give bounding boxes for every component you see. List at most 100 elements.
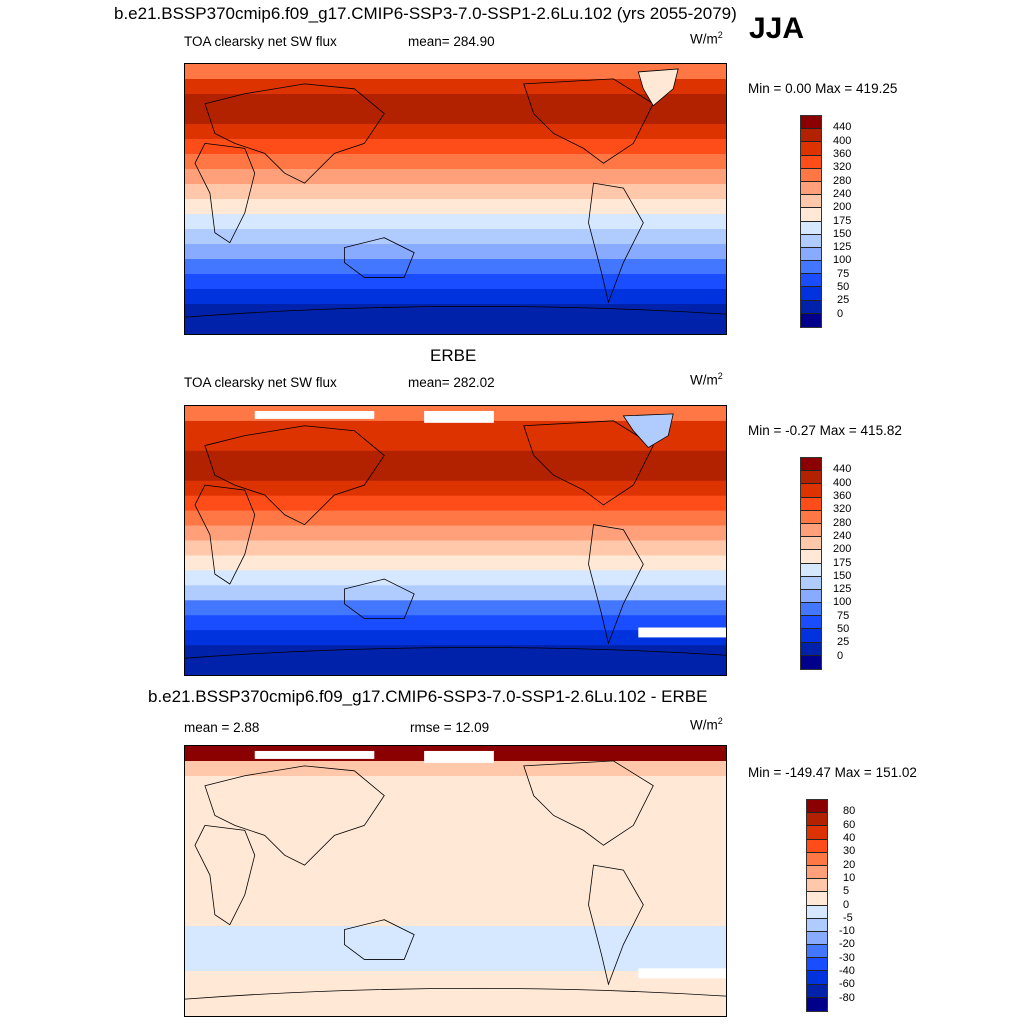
colorbar-tick-label: 10 (843, 871, 856, 884)
colorbar-swatch (801, 471, 821, 485)
mean-label: mean = 2.88 (184, 720, 260, 735)
colorbar-tick-label: 320 (833, 161, 852, 174)
colorbar-swatch (801, 313, 821, 327)
colorbar-tick-label: -40 (839, 965, 855, 978)
zonal-band (185, 600, 726, 616)
colorbar-tick-label: 25 (837, 294, 850, 307)
colorbar-tick-label: 100 (833, 596, 852, 609)
zonal-band (185, 480, 726, 497)
coastline (344, 919, 415, 960)
map-panel-2 (184, 405, 727, 676)
colorbar-swatch (801, 655, 821, 669)
missing-data (638, 627, 726, 638)
zonal-band (185, 184, 726, 200)
coastline (204, 765, 385, 866)
missing-data (638, 968, 726, 979)
zonal-band (185, 465, 726, 482)
units-text: W/m (690, 372, 718, 388)
zonal-band (185, 956, 726, 972)
zonal-band (185, 214, 726, 230)
colorbar-swatch (801, 208, 821, 222)
colorbar-swatch (801, 616, 821, 630)
colorbar-tick-label: 125 (833, 241, 852, 254)
units-label: W/m2 (690, 371, 723, 388)
colorbar-swatch (807, 931, 827, 946)
colorbar (806, 799, 828, 1012)
colorbar-swatch (801, 563, 821, 577)
colorbar-swatch (801, 234, 821, 248)
zonal-band (185, 896, 726, 912)
zonal-band (185, 435, 726, 452)
colorbar-swatch (801, 155, 821, 169)
coastline (523, 420, 654, 506)
coastline (194, 824, 256, 926)
zonal-band (185, 64, 726, 80)
colorbar (800, 115, 822, 328)
colorbar-swatch (807, 852, 827, 866)
zonal-band (185, 926, 726, 942)
zonal-band (185, 806, 726, 822)
zonal-band (185, 540, 726, 556)
colorbar-tick-label: 440 (833, 121, 852, 134)
colorbar-tick-label: -10 (839, 925, 855, 938)
coastline (344, 237, 415, 278)
colorbar-tick-label: -20 (839, 938, 855, 951)
zonal-band (185, 971, 726, 987)
zonal-band (185, 139, 726, 155)
zonal-band (185, 630, 726, 646)
coastline (194, 484, 256, 585)
colorbar-swatch (801, 510, 821, 524)
map-field (185, 406, 726, 675)
zonal-band (185, 821, 726, 837)
colorbar-tick-label: 175 (833, 214, 852, 227)
season-label: JJA (749, 12, 805, 45)
colorbar-swatch (801, 537, 821, 551)
colorbar-swatch (801, 168, 821, 182)
colorbar-tick-label: 400 (833, 476, 852, 489)
zonal-band (185, 525, 726, 541)
colorbar-swatch (801, 484, 821, 498)
antarctica-coastline (185, 987, 726, 1000)
units-text: W/m (690, 31, 718, 47)
zonal-band (185, 94, 726, 110)
colorbar-tick-label: -80 (839, 991, 855, 1004)
colorbar-swatch (801, 129, 821, 143)
coastline (523, 78, 654, 164)
colorbar-swatch (807, 945, 827, 959)
map-field (185, 64, 726, 334)
colorbar-swatch (801, 603, 821, 617)
zonal-band (185, 289, 726, 305)
colorbar-tick-label: 240 (833, 187, 852, 200)
colorbar-tick-label: 280 (833, 174, 852, 187)
missing-data (424, 750, 494, 763)
coastline (588, 182, 644, 304)
zonal-band (185, 274, 726, 290)
colorbar-swatch (801, 142, 821, 156)
antarctica-coastline (185, 305, 726, 318)
zonal-band (185, 570, 726, 586)
units-text: W/m (690, 717, 718, 733)
coastline (194, 142, 256, 244)
colorbar-tick-label: 75 (837, 267, 850, 280)
units-exponent: 2 (717, 30, 723, 40)
colorbar-swatch (801, 576, 821, 590)
zonal-band (185, 109, 726, 125)
zonal-band (185, 660, 726, 675)
variable-label: TOA clearsky net SW flux (184, 375, 337, 390)
colorbar-swatch (801, 642, 821, 656)
zonal-band (185, 169, 726, 185)
coastline (204, 425, 385, 526)
colorbar-swatch (801, 300, 821, 314)
coastline (204, 83, 385, 184)
missing-data (254, 750, 375, 759)
antarctica-coastline (185, 647, 726, 659)
colorbar-swatch (807, 879, 827, 893)
zonal-band (185, 866, 726, 882)
colorbar-tick-label: 440 (833, 463, 852, 476)
zonal-band (185, 615, 726, 631)
colorbar-tick-label: 40 (843, 831, 856, 844)
colorbar-tick-label: 0 (843, 898, 850, 911)
zonal-band (185, 761, 726, 777)
colorbar-tick-label: 150 (833, 227, 852, 240)
colorbar (800, 457, 822, 670)
